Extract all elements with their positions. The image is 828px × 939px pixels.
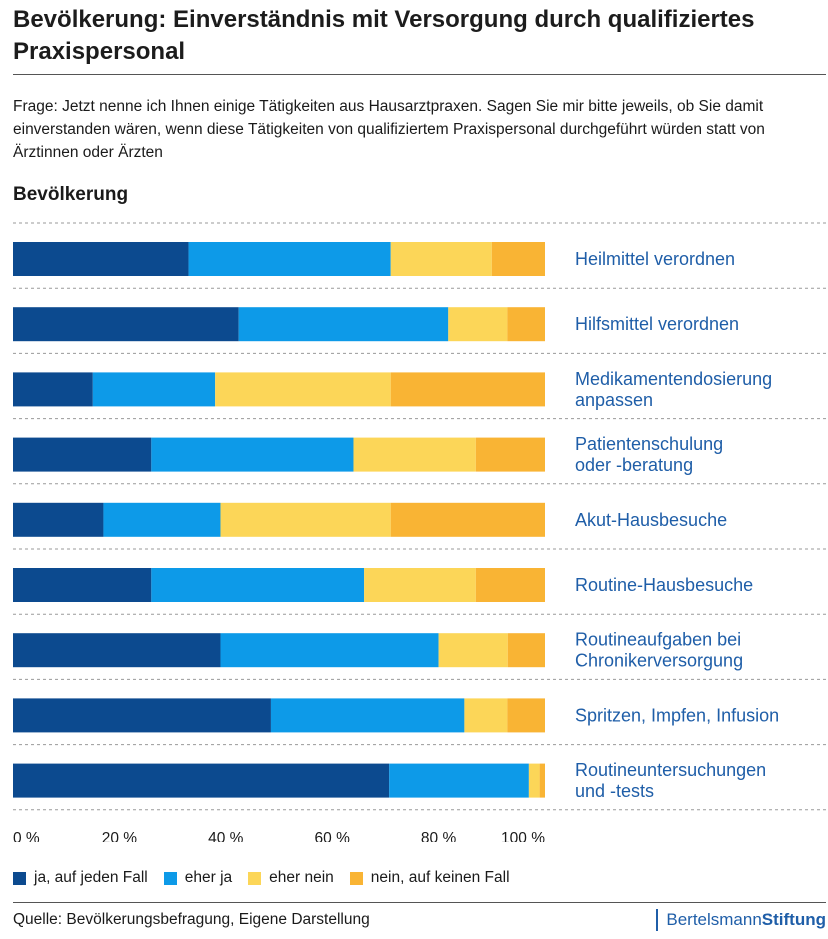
title-divider <box>13 74 826 75</box>
bar-segment-nein <box>475 437 545 472</box>
category-label: Akut-Hausbesuche <box>575 510 727 530</box>
bar-segment-nein <box>390 502 545 537</box>
stacked-bar-chart: Heilmittel verordnen Hilfsmittel verordne… <box>13 222 826 842</box>
bar-segment-eher-nein <box>464 698 508 733</box>
bar-segment-ja <box>13 568 152 602</box>
category-label: oder -beratung <box>575 455 693 475</box>
bar-segment-ja <box>13 437 152 472</box>
x-tick-label: 20 % <box>102 830 138 842</box>
bar-segment-eher-ja <box>151 437 354 472</box>
bar-segment-ja <box>13 372 93 407</box>
category-label: Medikamentendosierung <box>575 369 772 389</box>
source-note: Quelle: Bevölkerungsbefragung, Eigene Da… <box>13 911 370 928</box>
brand-logo: BertelsmannStiftung <box>656 909 826 931</box>
bar-segment-eher-nein <box>438 633 508 668</box>
x-tick-label: 60 % <box>315 830 351 842</box>
bar-segment-eher-nein <box>215 372 391 407</box>
bar-segment-eher-ja <box>151 568 365 602</box>
bar-segment-nein <box>507 633 545 668</box>
chart-title: Bevölkerung: Einverständnis mit Versorgu… <box>13 6 755 65</box>
category-label: Heilmittel verordnen <box>575 249 735 269</box>
category-label: Chronikerversorgung <box>575 651 743 671</box>
bar-segment-ja <box>13 633 221 668</box>
bar-segment-eher-ja <box>389 763 529 798</box>
legend-item-eher-ja: eher ja <box>163 869 233 887</box>
bar-segment-eher-ja <box>188 242 391 276</box>
legend: ja, auf jeden Fall eher ja eher nein nei… <box>13 869 526 887</box>
category-label: Patientenschulung <box>575 434 723 454</box>
brand-name-part1: Bertelsmann <box>666 910 762 929</box>
x-tick-label: 80 % <box>421 830 457 842</box>
legend-item-ja: ja, auf jeden Fall <box>13 869 148 887</box>
x-tick-label: 0 % <box>13 830 40 842</box>
bar-segment-nein <box>491 242 545 276</box>
category-label: Spritzen, Impfen, Infusion <box>575 705 779 725</box>
legend-label-eher-nein: eher nein <box>269 869 334 886</box>
category-label: Routine-Hausbesuche <box>575 575 753 595</box>
bar-segment-eher-ja <box>220 633 439 668</box>
chart-subtitle: Bevölkerung <box>13 184 129 205</box>
legend-label-ja: ja, auf jeden Fall <box>34 869 148 886</box>
bar-segment-eher-nein <box>220 502 391 537</box>
x-tick-label: 40 % <box>208 830 244 842</box>
bar-segment-nein <box>390 372 545 407</box>
survey-question: Frage: Jetzt nenne ich Ihnen einige Täti… <box>13 98 765 161</box>
category-label: anpassen <box>575 390 653 410</box>
category-label: und -tests <box>575 781 654 801</box>
legend-swatch-eher-ja <box>163 871 177 885</box>
brand-name-part2: Stiftung <box>761 910 826 929</box>
category-label: Routineaufgaben bei <box>575 630 741 650</box>
bar-segment-eher-nein <box>528 763 540 798</box>
legend-item-eher-nein: eher nein <box>248 869 334 887</box>
legend-item-nein: nein, auf keinen Fall <box>349 869 510 887</box>
bar-segment-nein <box>507 698 545 733</box>
legend-swatch-nein <box>349 871 363 885</box>
bar-segment-eher-nein <box>364 568 476 602</box>
bar-segment-eher-nein <box>448 307 508 342</box>
bar-segment-nein <box>539 763 545 798</box>
category-label: Hilfsmittel verordnen <box>575 314 739 334</box>
bar-segment-ja <box>13 763 390 798</box>
x-tick-label: 100 % <box>501 830 545 842</box>
category-label: Routineuntersuchungen <box>575 760 766 780</box>
bar-segment-eher-ja <box>270 698 465 733</box>
bar-segment-eher-nein <box>353 437 476 472</box>
bar-segment-eher-ja <box>92 372 216 407</box>
footer-divider <box>13 902 826 903</box>
legend-label-nein: nein, auf keinen Fall <box>370 869 510 886</box>
bar-segment-nein <box>507 307 545 342</box>
bar-segment-ja <box>13 698 271 733</box>
legend-swatch-eher-nein <box>248 871 262 885</box>
bar-segment-eher-ja <box>103 502 221 537</box>
bar-segment-nein <box>475 568 545 602</box>
bar-segment-ja <box>13 307 239 342</box>
bar-segment-ja <box>13 242 189 276</box>
bar-segment-eher-ja <box>238 307 449 342</box>
legend-label-eher-ja: eher ja <box>184 869 233 886</box>
bar-segment-ja <box>13 502 104 537</box>
bar-segment-eher-nein <box>390 242 492 276</box>
legend-swatch-ja <box>13 871 26 885</box>
